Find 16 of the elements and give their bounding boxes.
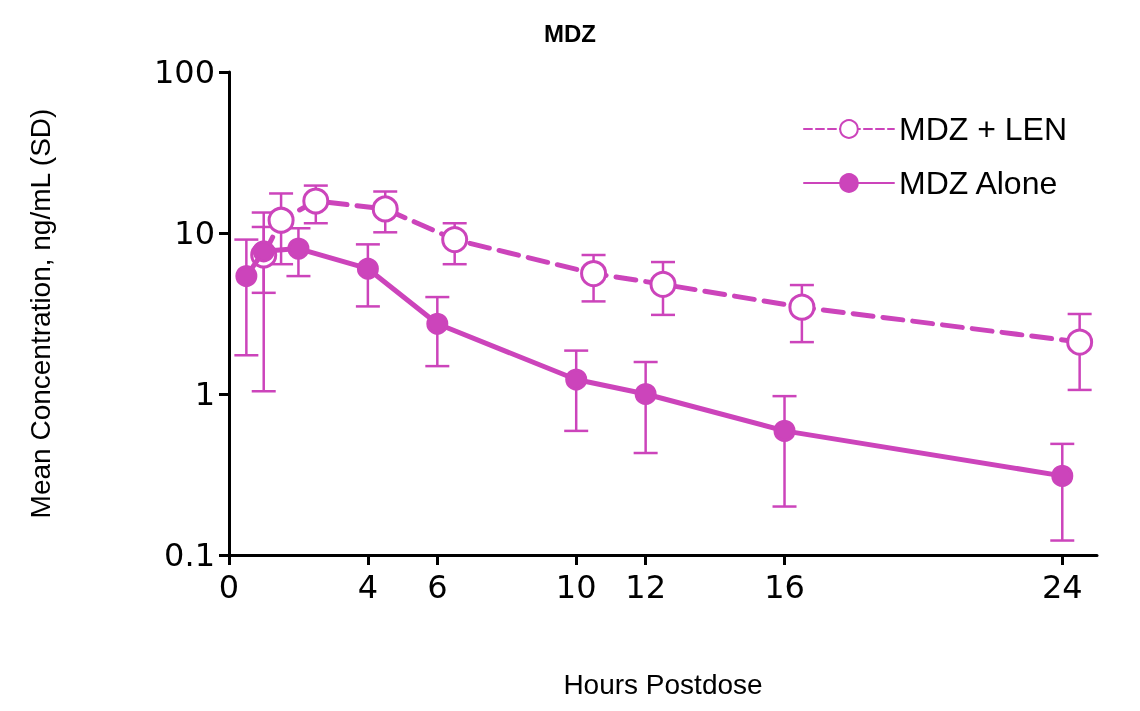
y-tick-label: 1 (194, 375, 215, 413)
y-tick-label: 100 (153, 53, 215, 91)
x-tick-label: 4 (357, 568, 379, 606)
y-axis-title: Mean Concentration, ng/mL (SD) (24, 108, 56, 519)
x-axis-title: Hours Postdose (563, 668, 763, 700)
chart-title: MDZ (544, 19, 596, 47)
legend-label: MDZ + LEN (898, 111, 1067, 147)
legend-label: MDZ Alone (898, 165, 1058, 201)
x-tick-label: 10 (555, 568, 597, 606)
x-tick-label: 12 (625, 568, 666, 606)
x-tick-label: 16 (764, 568, 805, 606)
y-tick-label: 10 (174, 214, 215, 252)
x-tick-label: 24 (1041, 568, 1083, 606)
x-tick-label: 6 (427, 568, 448, 606)
x-tick-label: 0 (218, 568, 240, 606)
y-tick-label: 0.1 (164, 536, 215, 574)
